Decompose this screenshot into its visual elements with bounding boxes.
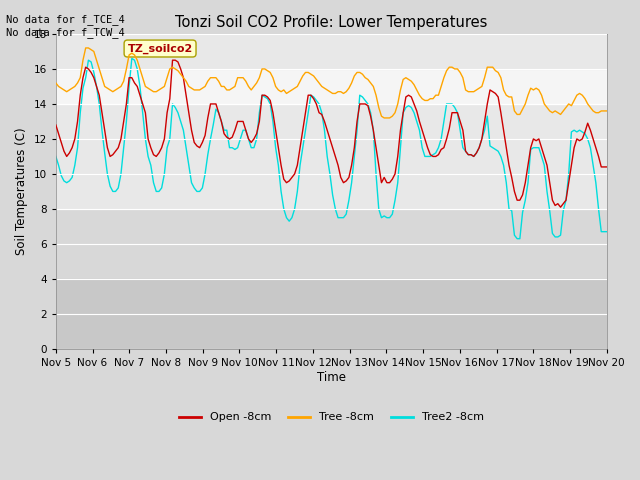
- Tree -8cm: [52, 80, 60, 86]
- Tree2 -8cm: [52, 154, 60, 159]
- Tree -8cm: [332, 91, 339, 96]
- Tree -8cm: [82, 45, 90, 51]
- Y-axis label: Soil Temperatures (C): Soil Temperatures (C): [15, 128, 28, 255]
- X-axis label: Time: Time: [317, 371, 346, 384]
- Tree2 -8cm: [332, 206, 339, 212]
- Bar: [56, 104, 607, 209]
- Line: Tree2 -8cm: Tree2 -8cm: [56, 59, 607, 239]
- Tree2 -8cm: [147, 162, 155, 168]
- Tree -8cm: [147, 87, 155, 93]
- Tree -8cm: [603, 108, 611, 114]
- Tree2 -8cm: [342, 211, 350, 217]
- Tree2 -8cm: [201, 171, 209, 177]
- Tree2 -8cm: [112, 189, 120, 194]
- Open -8cm: [169, 57, 177, 63]
- Open -8cm: [342, 178, 350, 184]
- Open -8cm: [52, 122, 60, 128]
- Tree2 -8cm: [603, 229, 611, 235]
- Tree -8cm: [115, 85, 122, 91]
- Bar: [56, 34, 607, 69]
- Title: Tonzi Soil CO2 Profile: Lower Temperatures: Tonzi Soil CO2 Profile: Lower Temperatur…: [175, 15, 488, 30]
- Line: Open -8cm: Open -8cm: [56, 60, 607, 207]
- Open -8cm: [603, 164, 611, 170]
- Tree -8cm: [342, 89, 350, 95]
- Open -8cm: [112, 148, 120, 154]
- Open -8cm: [201, 132, 209, 138]
- Tree -8cm: [380, 115, 388, 121]
- Open -8cm: [144, 136, 152, 142]
- Tree -8cm: [201, 84, 209, 89]
- Legend: Open -8cm, Tree -8cm, Tree2 -8cm: Open -8cm, Tree -8cm, Tree2 -8cm: [174, 408, 488, 427]
- Text: TZ_soilco2: TZ_soilco2: [127, 43, 193, 54]
- Tree2 -8cm: [461, 148, 469, 154]
- Line: Tree -8cm: Tree -8cm: [56, 48, 607, 118]
- Tree2 -8cm: [513, 236, 521, 241]
- Bar: [56, 69, 607, 104]
- Open -8cm: [461, 148, 469, 154]
- Tree2 -8cm: [128, 56, 136, 61]
- Open -8cm: [557, 204, 564, 210]
- Tree -8cm: [465, 89, 472, 95]
- Bar: [56, 209, 607, 349]
- Open -8cm: [332, 154, 339, 159]
- Bar: [56, 279, 607, 349]
- Text: No data for f_TCE_4
No data for f_TCW_4: No data for f_TCE_4 No data for f_TCW_4: [6, 14, 125, 38]
